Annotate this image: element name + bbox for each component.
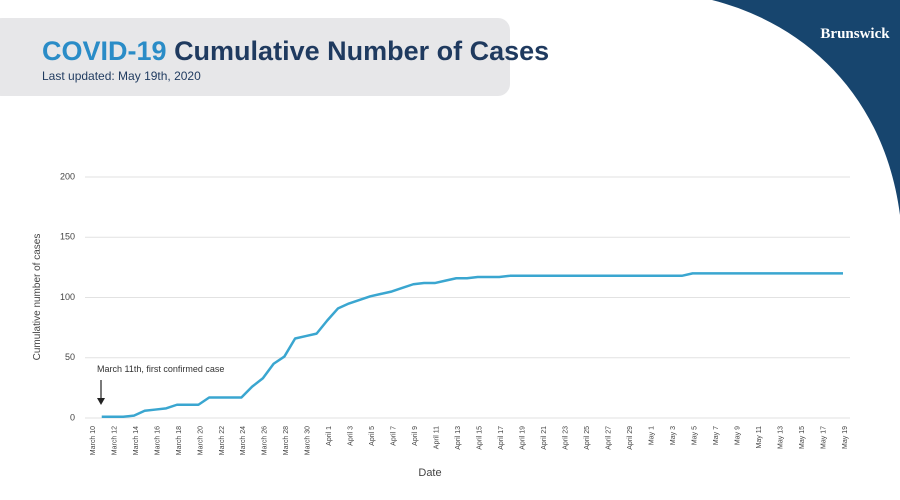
x-tick-label: March 22 [219,426,226,455]
x-tick-label: April 21 [541,426,548,450]
x-tick-label: March 16 [154,426,161,455]
x-tick-label: April 11 [434,426,441,449]
x-tick-label: May 19 [842,426,849,449]
x-tick-label: March 20 [197,426,204,455]
x-tick-label: March 30 [305,426,312,455]
title-box [0,18,510,96]
x-tick-label: May 11 [756,426,763,449]
title-text: Cumulative Number of Cases [174,36,549,66]
x-tick-label: April 13 [455,426,462,450]
x-tick-label: March 26 [262,426,269,455]
y-axis-label: Cumulative number of cases [32,234,43,361]
subtitle: Last updated: May 19th, 2020 [42,69,201,83]
y-tick-label: 100 [60,292,75,302]
x-tick-label: March 10 [90,426,97,455]
y-tick-label: 50 [65,352,75,362]
x-tick-label: May 17 [820,426,827,449]
x-tick-label: May 13 [777,426,784,449]
logo: Brunswick [820,26,890,42]
x-tick-label: March 14 [133,426,140,455]
x-tick-label: May 9 [734,426,741,445]
x-tick-label: May 1 [648,426,655,445]
x-tick-label: April 29 [627,426,634,450]
x-tick-label: May 3 [670,426,677,445]
x-tick-label: April 17 [498,426,505,450]
x-tick-label: May 5 [691,426,698,445]
x-tick-label: April 23 [563,426,570,450]
x-axis-label: Date [418,467,441,479]
y-tick-label: 0 [70,412,75,422]
y-tick-label: 200 [60,171,75,181]
x-tick-label: April 25 [584,426,591,450]
x-tick-label: April 7 [391,426,398,446]
x-tick-label: May 7 [713,426,720,445]
x-tick-label: April 9 [412,426,419,446]
x-tick-label: March 28 [283,426,290,455]
y-tick-label: 150 [60,232,75,242]
x-tick-label: April 27 [606,426,613,450]
data-line [101,272,843,419]
x-tick-label: April 5 [369,426,376,446]
x-tick-label: March 18 [176,426,183,455]
x-tick-label: March 12 [111,426,118,455]
x-tick-label: May 15 [799,426,806,449]
chart-title: COVID-19 Cumulative Number of Cases [42,36,549,66]
x-tick-label: March 24 [240,426,247,455]
x-tick-label: April 19 [520,426,527,450]
x-tick-label: April 3 [348,426,355,446]
annotation: March 11th, first confirmed case [97,364,224,374]
title-highlight: COVID-19 [42,36,167,66]
annotation-arrowhead [97,398,105,405]
x-tick-label: April 1 [326,426,333,446]
corner-shape [712,0,900,215]
x-tick-label: April 15 [477,426,484,450]
